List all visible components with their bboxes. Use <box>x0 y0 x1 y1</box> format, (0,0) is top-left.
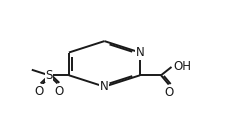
Text: O: O <box>35 85 44 98</box>
Text: N: N <box>100 80 109 93</box>
Text: S: S <box>45 69 53 82</box>
Text: N: N <box>136 46 144 59</box>
Text: O: O <box>164 86 173 99</box>
Text: O: O <box>54 85 63 98</box>
Text: OH: OH <box>173 60 191 73</box>
